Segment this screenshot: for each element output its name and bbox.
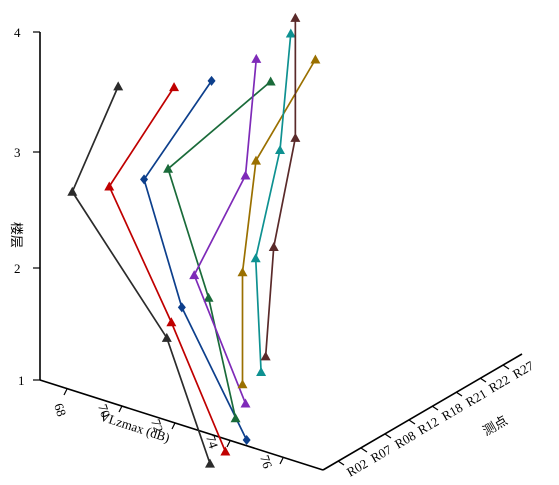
series-7-point-1 [256, 367, 267, 376]
series-layer [67, 12, 321, 468]
series-6-point-2 [237, 267, 248, 277]
axes [39, 32, 523, 471]
z-tick-label-3: 3 [14, 145, 21, 160]
series-8-point-3 [290, 132, 301, 142]
z-axis: 4 3 2 1 楼层 [9, 25, 40, 388]
z-tick-label-4: 4 [14, 25, 21, 40]
series-3-point-3 [140, 174, 149, 185]
y-tick-r21 [455, 391, 463, 397]
series-6-line [241, 59, 317, 385]
series-6-point-4 [310, 54, 321, 64]
series-5 [189, 53, 262, 408]
x-tick-label-72: 72 [148, 417, 166, 434]
series-7-line [254, 33, 292, 373]
series-6 [237, 54, 321, 389]
series-4-point-1 [230, 413, 241, 423]
series-2 [104, 82, 231, 456]
x-axis-line [39, 379, 324, 471]
series-8-point-4 [290, 12, 301, 22]
x-tick-76 [279, 457, 284, 465]
series-3-line [143, 80, 248, 441]
series-8-point-2 [268, 242, 279, 251]
series-2-point-4 [169, 82, 180, 92]
y-tick-label-r02: R02 [344, 456, 370, 480]
x-axis-title: VLzmax (dB) [98, 409, 172, 446]
series-7 [250, 28, 296, 376]
series-2-line [108, 86, 227, 452]
x-tick-label-68: 68 [51, 401, 69, 418]
z-tick-label-2: 2 [14, 261, 21, 276]
series-7-point-3 [275, 145, 285, 155]
series-3 [140, 75, 251, 446]
y-tick-r22 [479, 377, 487, 383]
series-1-line [71, 86, 211, 464]
series-3-point-1 [242, 435, 251, 446]
x-tick-72 [171, 422, 176, 430]
y-tick-r07 [360, 447, 368, 453]
y-tick-r18 [431, 405, 439, 411]
series-5-line [193, 58, 258, 404]
y-tick-r27 [502, 364, 510, 370]
x-tick-70 [118, 405, 123, 413]
y-tick-label-r18: R18 [439, 400, 465, 424]
series-5-point-3 [240, 170, 251, 180]
series-4-line [167, 80, 272, 419]
series-4-point-4 [265, 76, 276, 86]
series-1-point-3 [67, 186, 78, 196]
series-5-point-2 [189, 270, 200, 280]
series-1-point-1 [205, 458, 215, 468]
y-axis: R02 R07 R08 R12 R18 R21 R22 R27 测点 [337, 358, 537, 480]
y-tick-label-r22: R22 [486, 372, 512, 396]
series-3-point-2 [177, 302, 186, 313]
x-tick-label-76: 76 [257, 453, 275, 470]
series-4-point-2 [203, 292, 214, 302]
y-tick-label-r12: R12 [415, 414, 441, 438]
x-tick-74 [226, 440, 231, 448]
series-2-point-3 [104, 181, 115, 191]
series-4 [163, 76, 276, 423]
series-8-line [264, 17, 297, 357]
x-tick-label-74: 74 [203, 433, 221, 450]
y-axis-title: 测点 [480, 413, 510, 439]
y-tick-label-r21: R21 [463, 386, 489, 410]
series-8 [260, 12, 301, 361]
series-1 [67, 81, 215, 468]
series-2-point-2 [166, 317, 177, 327]
series-1-point-2 [161, 332, 172, 342]
y-tick-r08 [384, 433, 392, 439]
series-7-point-4 [285, 28, 296, 38]
series-4-point-3 [163, 163, 174, 173]
series-1-point-4 [113, 81, 124, 91]
series-7-point-2 [250, 253, 261, 263]
series-8-point-1 [260, 351, 271, 361]
z-axis-title: 楼层 [9, 222, 24, 248]
series-5-point-1 [240, 398, 251, 408]
y-tick-r12 [408, 419, 416, 425]
series-6-point-1 [237, 379, 248, 389]
x-tick-label-70: 70 [95, 402, 113, 419]
y-tick-r02 [337, 460, 345, 466]
x-tick-68 [63, 388, 68, 396]
series-3-point-4 [207, 75, 216, 86]
y-tick-label-r08: R08 [392, 428, 418, 452]
y-tick-label-r07: R07 [368, 442, 395, 466]
series-6-point-3 [251, 155, 261, 165]
y-tick-label-r27: R27 [510, 358, 537, 382]
series-2-point-1 [220, 446, 231, 456]
x-axis: 68 70 72 74 76 VLzmax (dB) [51, 388, 284, 471]
y-axis-line [322, 353, 523, 471]
series-5-point-4 [251, 53, 262, 63]
z-tick-label-1: 1 [18, 373, 25, 388]
